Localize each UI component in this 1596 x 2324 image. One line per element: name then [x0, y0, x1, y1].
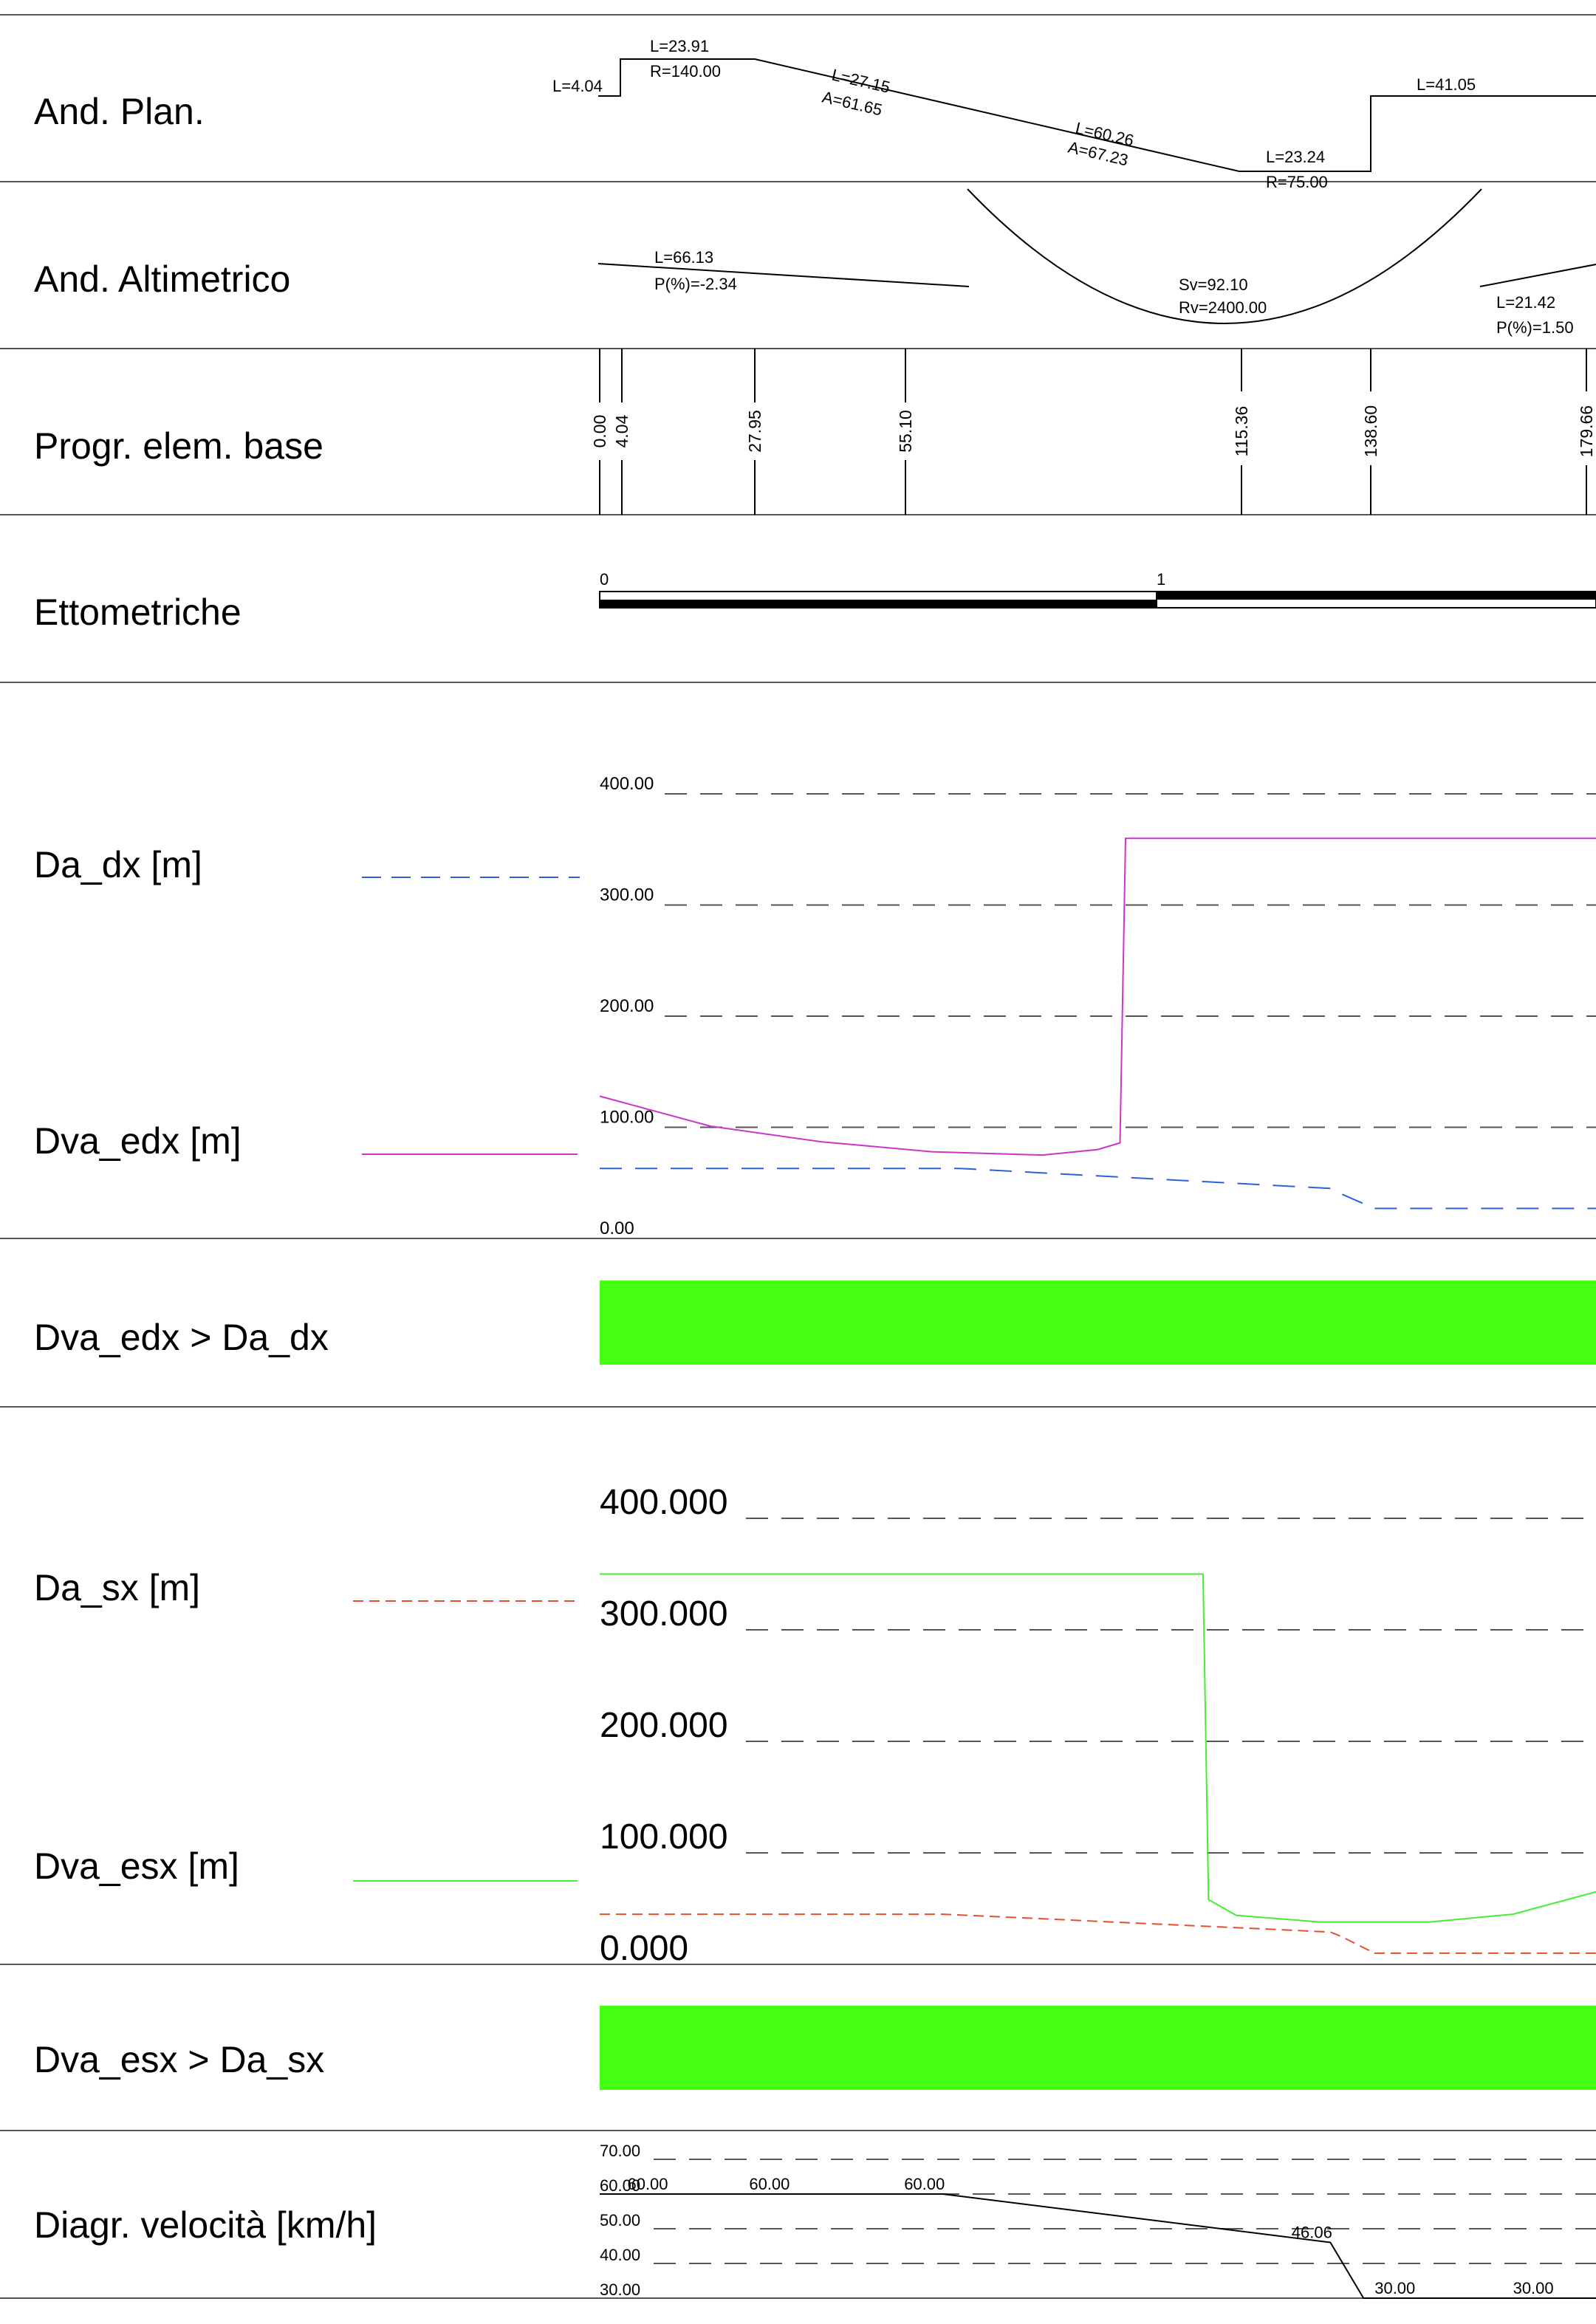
y-tick-label: 60.00 — [600, 2176, 640, 2195]
row-label-check-dx: Dva_edx > Da_dx — [34, 1317, 329, 1358]
alt-label-sv: Sv=92.10 — [1179, 275, 1248, 294]
data-label: 60.00 — [749, 2175, 790, 2193]
hectometric-bar-1 — [1157, 592, 1596, 600]
plan-label-r5: R=75.00 — [1266, 173, 1328, 191]
y-tick-label: 0.00 — [600, 1218, 634, 1238]
hectometric-bar-0 — [600, 600, 1157, 608]
series-line-dva-esx — [600, 1573, 1596, 1923]
hectometric-label-0: 0 — [600, 570, 609, 589]
y-tick-label: 400.000 — [600, 1483, 728, 1522]
hectometric-label-1: 1 — [1157, 570, 1165, 589]
y-tick-label: 100.00 — [600, 1108, 654, 1128]
check-bar-dx — [600, 1281, 1596, 1365]
row-label-and-altimetrico: And. Altimetrico — [34, 258, 290, 300]
alt-label-l2: L=21.42 — [1496, 293, 1555, 312]
plan-label-l5: L=23.24 — [1266, 148, 1325, 166]
station-label-0: 0.00 — [590, 415, 609, 448]
progressive-stations: 0.00 4.04 27.95 55.10 115.36 138.60 179.… — [586, 349, 1596, 515]
y-tick-label: 70.00 — [600, 2142, 640, 2160]
station-label-bg-6 — [1572, 391, 1596, 465]
data-label: 30.00 — [1374, 2279, 1415, 2297]
series-line-da-sx — [600, 1913, 1596, 1954]
y-tick-label: 50.00 — [600, 2211, 640, 2229]
chart-da-sx-dva-esx: 400.000 300.000 200.000 100.000 0.000 — [600, 1483, 1596, 1968]
station-label-6: 179.66 — [1577, 405, 1596, 457]
alt-grade-line-2 — [1479, 264, 1596, 287]
check-bar-sx — [600, 2006, 1596, 2090]
station-label-2: 27.95 — [745, 410, 764, 453]
plan-alignment: L=4.04 L=23.91 R=140.00 L=27.15 A=61.65 … — [552, 37, 1596, 191]
row-label-dva-esx: Dva_esx [m] — [34, 1845, 239, 1887]
y-tick-label: 400.00 — [600, 774, 654, 794]
vertical-alignment: L=66.13 P(%)=-2.34 Sv=92.10 Rv=2400.00 L… — [597, 188, 1596, 337]
row-label-and-plan: And. Plan. — [34, 91, 205, 132]
station-label-bg-1 — [608, 402, 636, 460]
data-label: 30.00 — [1513, 2279, 1554, 2297]
station-label-5: 138.60 — [1361, 405, 1380, 457]
y-tick-label: 0.000 — [600, 1929, 688, 1968]
y-tick-label: 200.00 — [600, 996, 654, 1016]
row-label-ettometriche: Ettometriche — [34, 592, 242, 633]
station-label-bg-2 — [741, 402, 769, 460]
row-label-dva-edx: Dva_edx [m] — [34, 1120, 242, 1162]
station-label-bg-3 — [891, 402, 919, 460]
station-label-bg-4 — [1227, 391, 1256, 465]
y-tick-label: 300.000 — [600, 1594, 728, 1634]
station-label-1: 4.04 — [612, 414, 631, 448]
y-tick-label: 300.00 — [600, 885, 654, 905]
series-line-da-dx — [600, 1168, 1596, 1210]
alt-grade-line-1 — [597, 263, 970, 287]
plan-label-r2: R=140.00 — [650, 62, 721, 80]
row-label-velocita: Diagr. velocità [km/h] — [34, 2204, 377, 2246]
plan-alignment-line — [598, 58, 1596, 172]
station-label-3: 55.10 — [896, 410, 915, 453]
plan-label-l6: L=41.05 — [1417, 75, 1476, 94]
chart-da-dx-dva-edx: 400.00 300.00 200.00 100.00 0.00 — [599, 774, 1596, 1239]
plan-label-l1: L=4.04 — [552, 77, 603, 95]
y-tick-label: 100.000 — [600, 1817, 728, 1857]
series-line-velocity — [600, 2193, 1596, 2299]
data-label: 46.06 — [1292, 2224, 1332, 2242]
row-label-progr: Progr. elem. base — [34, 425, 323, 467]
row-label-da-dx: Da_dx [m] — [34, 844, 202, 885]
row-label-da-sx: Da_sx [m] — [34, 1567, 200, 1608]
series-line-dva-edx — [599, 837, 1596, 1156]
alt-vertical-curve — [967, 188, 1482, 324]
hectometric-scale: 0 1 — [599, 570, 1596, 609]
station-label-4: 115.36 — [1232, 406, 1251, 457]
alt-label-p2: P(%)=1.50 — [1496, 318, 1574, 337]
plan-label-l2: L=23.91 — [650, 37, 709, 55]
y-tick-label: 200.000 — [600, 1706, 728, 1745]
data-label: 60.00 — [904, 2175, 945, 2193]
alt-label-p1: P(%)=-2.34 — [654, 275, 737, 293]
row-label-check-sx: Dva_esx > Da_sx — [34, 2039, 324, 2080]
data-label: 60.00 — [627, 2175, 668, 2193]
alt-label-l1: L=66.13 — [654, 248, 713, 267]
y-tick-label: 30.00 — [600, 2280, 640, 2299]
y-tick-label: 40.00 — [600, 2246, 640, 2264]
alt-label-rv: Rv=2400.00 — [1179, 298, 1267, 317]
station-label-bg-5 — [1357, 391, 1385, 465]
